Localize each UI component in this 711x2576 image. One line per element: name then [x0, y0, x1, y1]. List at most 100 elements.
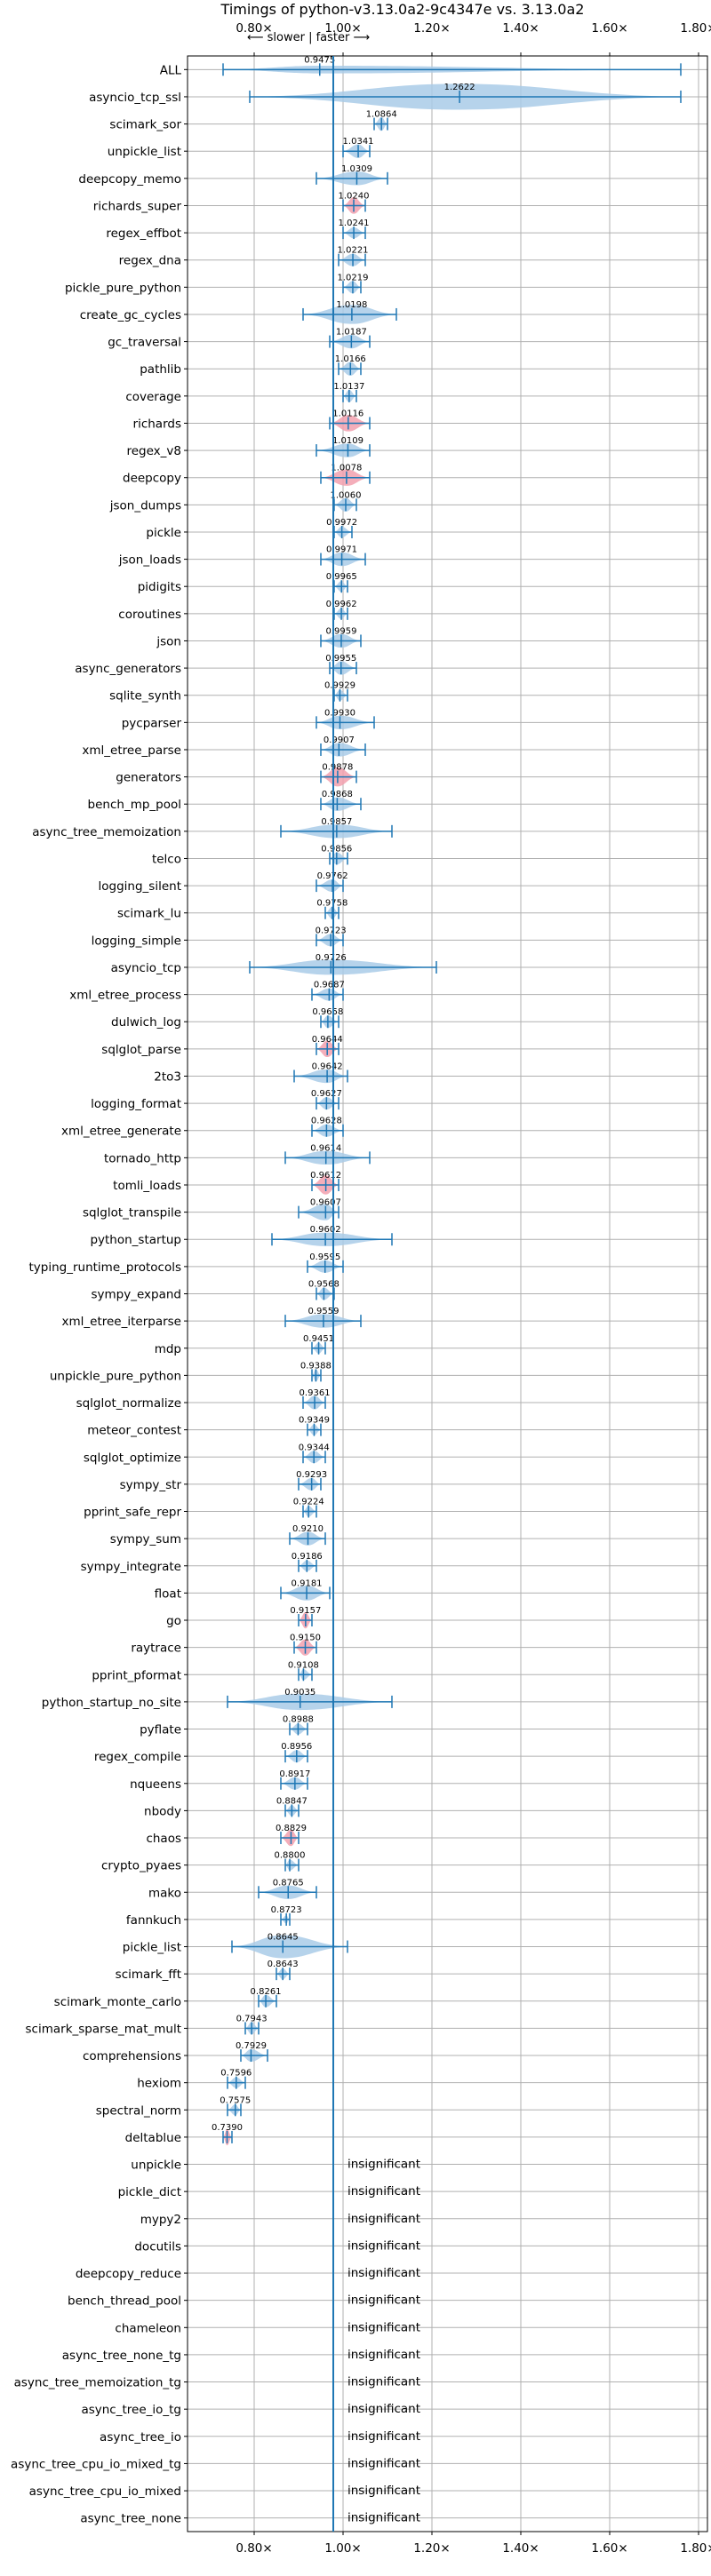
- insignificant-label: insignificant: [348, 2238, 420, 2253]
- value-label: 1.0221: [338, 246, 369, 256]
- benchmark-label: xml_etree_iterparse: [62, 1315, 182, 1329]
- benchmark-label: async_tree_none: [80, 2512, 181, 2526]
- value-label: 0.9971: [326, 545, 357, 555]
- benchmark-label: pathlib: [140, 362, 181, 377]
- benchmark-label: create_gc_cycles: [80, 308, 181, 322]
- insignificant-label: insignificant: [348, 2158, 420, 2172]
- value-label: 0.9723: [316, 926, 347, 935]
- value-label: 0.9868: [322, 790, 353, 799]
- benchmark-label: pidigits: [138, 580, 181, 594]
- x-tick-label-top: 0.80×: [236, 21, 272, 36]
- benchmark-label: async_tree_cpu_io_mixed: [29, 2485, 181, 2499]
- value-label: 0.9157: [290, 1606, 321, 1616]
- benchmark-label: pprint_pformat: [92, 1668, 181, 1682]
- x-tick-label-top: 1.40×: [502, 21, 539, 36]
- benchmark-label: regex_v8: [126, 444, 181, 458]
- benchmark-label: generators: [116, 771, 181, 785]
- value-label: 0.8956: [281, 1742, 312, 1752]
- insignificant-label: insignificant: [348, 2456, 420, 2470]
- value-label: 1.2622: [444, 83, 475, 92]
- value-label: 0.9181: [292, 1578, 323, 1588]
- value-label: 0.9962: [326, 600, 357, 609]
- benchmark-label: meteor_contest: [87, 1424, 181, 1438]
- insignificant-label: insignificant: [348, 2212, 420, 2226]
- value-label: 0.9224: [293, 1498, 324, 1507]
- benchmark-label: deepcopy_reduce: [76, 2267, 181, 2281]
- value-label: 0.9612: [310, 1171, 341, 1181]
- benchmark-label: float: [155, 1586, 181, 1601]
- benchmark-label: scimark_monte_carlo: [54, 1995, 181, 2009]
- benchmark-label: asyncio_tcp: [111, 961, 181, 975]
- data-marks: [222, 63, 682, 2143]
- value-label: 0.8917: [279, 1769, 310, 1779]
- benchmark-label: bench_mp_pool: [88, 798, 181, 812]
- benchmark-label: async_tree_io: [100, 2430, 181, 2445]
- benchmark-label: fannkuch: [126, 1913, 181, 1928]
- x-tick-label-bottom: 1.60×: [591, 2541, 627, 2556]
- value-label: 0.9878: [322, 763, 353, 773]
- value-label: 0.9568: [308, 1280, 340, 1290]
- value-label: 0.9602: [310, 1225, 341, 1235]
- benchmark-label: nbody: [144, 1804, 181, 1818]
- x-tick-label-top: 1.00×: [324, 21, 361, 36]
- value-label: 0.9658: [312, 1007, 343, 1017]
- value-label: 0.9451: [303, 1334, 334, 1344]
- insignificant-label: insignificant: [348, 2320, 420, 2334]
- x-tick-label-bottom: 0.80×: [236, 2541, 272, 2556]
- benchmark-label: python_startup: [90, 1233, 181, 1247]
- value-label: 1.0116: [332, 409, 363, 418]
- chart-title: Timings of python-v3.13.0a2-9c4347e vs. …: [220, 1, 585, 18]
- benchmark-label: telco: [152, 852, 181, 866]
- benchmark-label: richards: [133, 417, 181, 431]
- value-label: 0.9930: [324, 708, 356, 718]
- benchmark-label: unpickle: [131, 2159, 181, 2173]
- value-label: 0.9349: [299, 1416, 330, 1426]
- chart-subtitle: ⟵ slower | faster ⟶: [247, 31, 370, 44]
- value-label: 0.9607: [310, 1198, 341, 1208]
- benchmark-label: regex_compile: [94, 1750, 181, 1764]
- value-label: 0.9687: [314, 981, 345, 990]
- benchmark-label: sqlglot_parse: [101, 1043, 181, 1057]
- value-label: 1.0137: [333, 382, 364, 392]
- value-label: 0.9965: [326, 572, 357, 582]
- benchmark-label: async_tree_cpu_io_mixed_tg: [11, 2457, 181, 2471]
- value-label: 0.8261: [251, 1987, 282, 1997]
- value-label: 0.9361: [300, 1388, 331, 1398]
- benchmark-label: xml_etree_process: [69, 989, 181, 1003]
- x-tick-label-bottom: 1.40×: [502, 2541, 539, 2556]
- benchmark-label: unpickle_pure_python: [50, 1369, 181, 1383]
- value-label: 0.9726: [316, 953, 347, 963]
- value-label: 1.0219: [337, 273, 368, 282]
- benchmark-label: pyflate: [140, 1723, 181, 1737]
- value-label: 0.9929: [324, 681, 356, 691]
- benchmark-label: sympy_sum: [110, 1532, 181, 1546]
- value-label: 0.9627: [311, 1089, 342, 1099]
- benchmark-label: pycparser: [122, 716, 182, 730]
- insignificant-label: insignificant: [348, 2348, 420, 2362]
- value-label: 1.0309: [341, 164, 372, 174]
- value-label: 0.8645: [268, 1933, 299, 1943]
- insignificant-label: insignificant: [348, 2484, 420, 2498]
- benchmark-label: sqlite_synth: [109, 689, 181, 704]
- benchmark-label: scimark_fft: [116, 1968, 181, 1982]
- benchmark-label: logging_silent: [99, 879, 181, 894]
- value-label: 0.8723: [271, 1905, 302, 1915]
- benchmark-label: scimark_lu: [117, 907, 181, 921]
- benchmark-label: raytrace: [131, 1642, 181, 1656]
- violins: [223, 66, 681, 2146]
- benchmark-label: sympy_integrate: [81, 1560, 181, 1574]
- insignificant-label: insignificant: [348, 2266, 420, 2280]
- value-label: 0.9108: [288, 1660, 319, 1670]
- benchmark-label: typing_runtime_protocols: [29, 1260, 182, 1275]
- value-label: 0.7929: [236, 2041, 267, 2051]
- benchmark-label: nqueens: [130, 1777, 181, 1792]
- benchmark-label: json_loads: [118, 553, 181, 568]
- value-label: 0.9293: [296, 1470, 327, 1480]
- insignificant-label: insignificant: [348, 2294, 420, 2308]
- benchmark-label: coverage: [125, 390, 181, 404]
- value-label: 0.9642: [312, 1061, 343, 1071]
- value-label: 0.8643: [268, 1960, 299, 1969]
- x-tick-label-bottom: 1.00×: [324, 2541, 361, 2556]
- benchmark-label: go: [166, 1614, 181, 1628]
